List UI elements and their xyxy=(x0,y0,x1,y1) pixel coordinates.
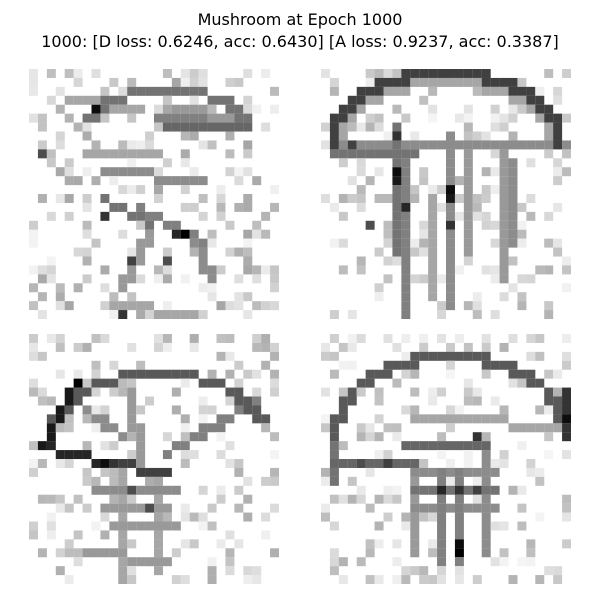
generated-sample-4 xyxy=(321,334,571,584)
figure-title: Mushroom at Epoch 1000 xyxy=(197,10,403,29)
generated-sample-1 xyxy=(29,69,279,319)
mushroom-sketch-image xyxy=(29,334,279,584)
mushroom-sketch-image xyxy=(321,69,571,319)
training-stats: 1000: [D loss: 0.6246, acc: 0.6430] [A l… xyxy=(41,32,559,51)
mushroom-sketch-image xyxy=(321,334,571,584)
mushroom-sketch-image xyxy=(29,69,279,319)
generated-sample-2 xyxy=(321,69,571,319)
generated-sample-3 xyxy=(29,334,279,584)
